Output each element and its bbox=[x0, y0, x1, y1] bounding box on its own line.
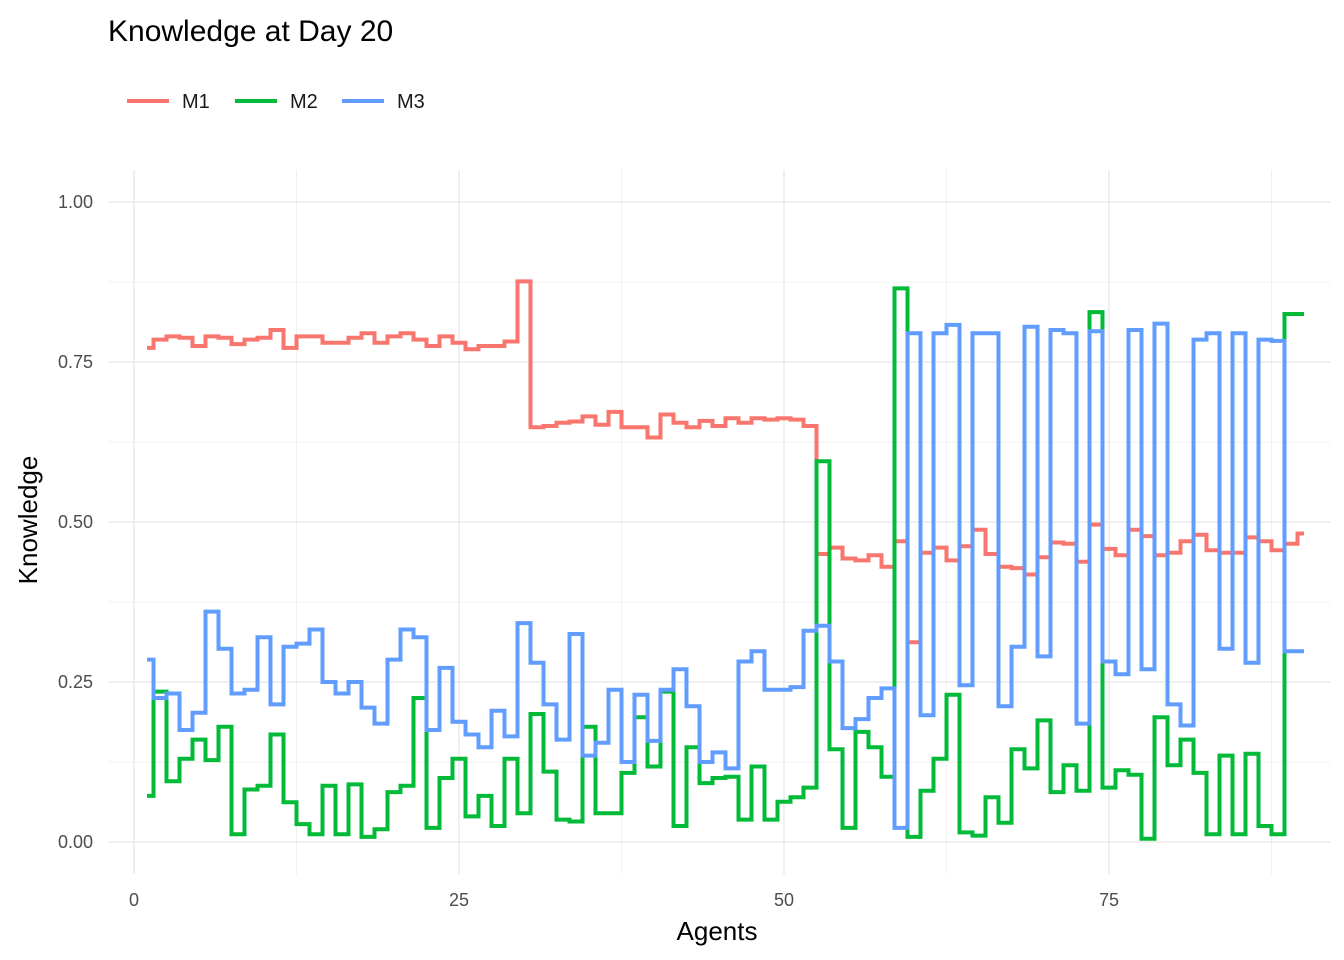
legend: M1 M2 M3 bbox=[127, 91, 425, 113]
series-line-m3 bbox=[147, 321, 1304, 830]
series-line-m2 bbox=[147, 286, 1304, 841]
x-tick-labels: 0 25 50 75 bbox=[129, 890, 1119, 910]
x-tick-label: 50 bbox=[774, 890, 794, 910]
legend-label-m2: M2 bbox=[290, 91, 318, 113]
y-tick-label: 0.25 bbox=[58, 672, 93, 692]
x-tick-label: 75 bbox=[1099, 890, 1119, 910]
legend-label-m1: M1 bbox=[182, 91, 210, 113]
y-tick-labels: 0.00 0.25 0.50 0.75 1.00 bbox=[58, 192, 93, 852]
chart-title: Knowledge at Day 20 bbox=[108, 15, 393, 48]
x-tick-label: 0 bbox=[129, 890, 139, 910]
y-tick-label: 0.50 bbox=[58, 512, 93, 532]
x-axis-title: Agents bbox=[677, 916, 758, 946]
x-tick-label: 25 bbox=[449, 890, 469, 910]
legend-label-m3: M3 bbox=[397, 91, 425, 113]
y-tick-label: 0.75 bbox=[58, 352, 93, 372]
series-lines bbox=[147, 279, 1304, 841]
y-tick-label: 1.00 bbox=[58, 192, 93, 212]
series-line-m1 bbox=[147, 279, 1304, 645]
grid bbox=[108, 170, 1330, 874]
y-tick-label: 0.00 bbox=[58, 832, 93, 852]
y-axis-title: Knowledge bbox=[13, 456, 43, 585]
